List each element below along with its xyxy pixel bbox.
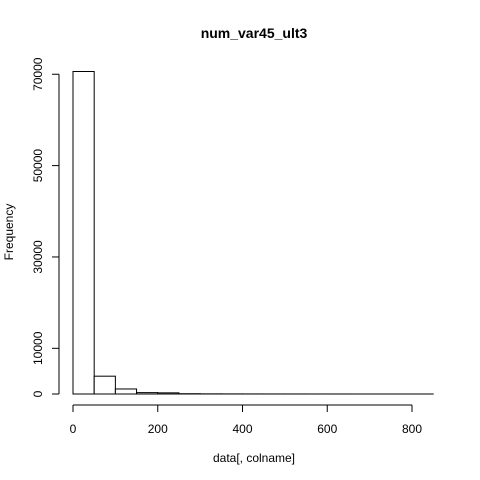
y-tick-label: 30000 — [31, 240, 45, 274]
histogram-bars — [72, 71, 434, 395]
x-tick-label: 400 — [232, 422, 252, 436]
histogram-bar — [114, 388, 138, 395]
y-tick-label: 0 — [31, 390, 45, 397]
histogram-bar — [157, 392, 180, 395]
x-tick-label: 0 — [70, 422, 77, 436]
y-tick-label: 70000 — [31, 57, 45, 91]
x-tick-label: 200 — [148, 422, 168, 436]
x-axis: 0 200 400 600 800 — [70, 404, 422, 436]
histogram-bar — [72, 71, 95, 395]
y-axis-label: Frequency — [2, 204, 16, 261]
y-axis: 0 10000 30000 50000 70000 — [31, 57, 60, 397]
x-tick-label: 600 — [317, 422, 337, 436]
x-tick-label: 800 — [402, 422, 422, 436]
y-tick-label: 10000 — [31, 331, 45, 365]
histogram-bar — [93, 375, 116, 395]
chart-title: num_var45_ult3 — [201, 25, 308, 41]
histogram-bar — [136, 392, 159, 395]
x-axis-label: data[, colname] — [213, 451, 295, 465]
y-tick-label: 50000 — [31, 149, 45, 183]
